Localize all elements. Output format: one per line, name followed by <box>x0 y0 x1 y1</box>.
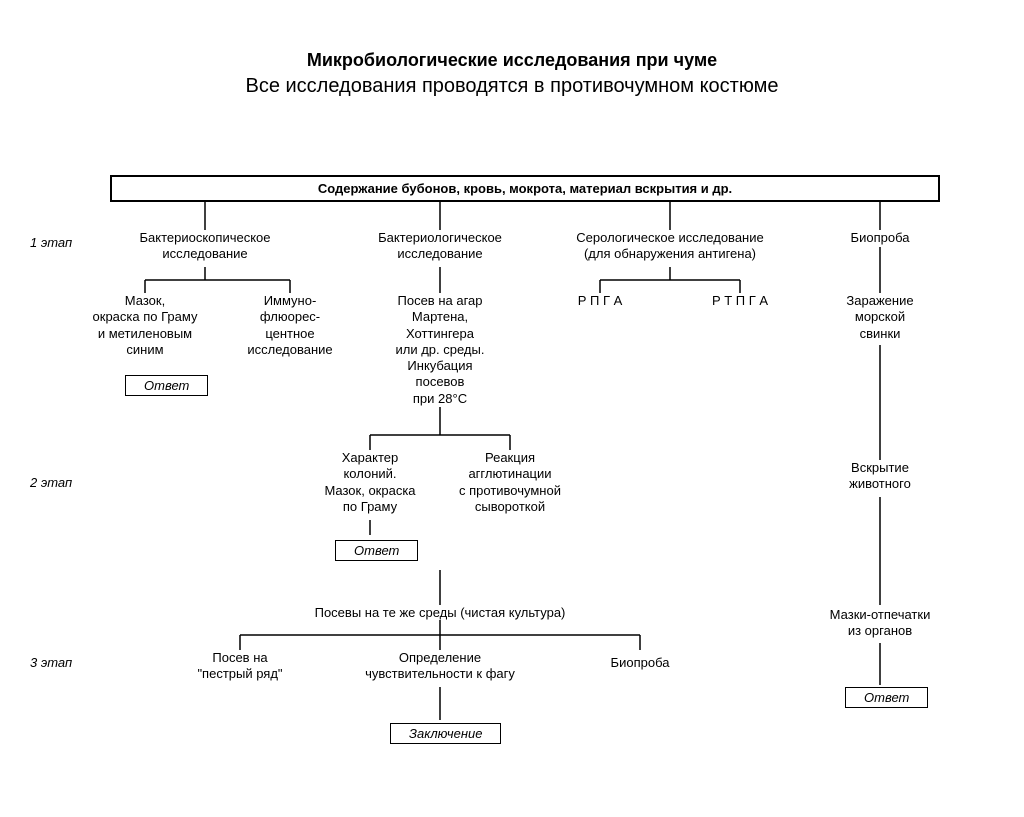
node-motley: Посев на"пестрый ряд" <box>180 650 300 683</box>
answer-1: Ответ <box>125 375 208 396</box>
stage-3-label: 3 этап <box>30 655 72 670</box>
page-subtitle: Все исследования проводятся в противочум… <box>0 75 1024 98</box>
flowchart: Содержание бубонов, кровь, мокрота, мате… <box>70 175 980 795</box>
conclusion-box: Заключение <box>390 723 501 744</box>
node-autopsy: Вскрытиеживотного <box>830 460 930 493</box>
stage-2-label: 2 этап <box>30 475 72 490</box>
answer-2: Ответ <box>335 540 418 561</box>
node-rtpga: Р Т П Г А <box>705 293 775 309</box>
node-phage: Определениечувствительности к фагу <box>355 650 525 683</box>
node-colony: Характерколоний.Мазок, окраскапо Граму <box>305 450 435 515</box>
node-serologic: Серологическое исследование(для обнаруже… <box>570 230 770 263</box>
answer-3: Ответ <box>845 687 928 708</box>
node-immunofluor: Иммуно-флюорес-центноеисследование <box>230 293 350 358</box>
node-smear-gram: Мазок,окраска по Грамуи метиленовымсиним <box>80 293 210 358</box>
node-rpga: Р П Г А <box>570 293 630 309</box>
node-agglut: Реакцияагглютинациис противочумнойсыворо… <box>450 450 570 515</box>
node-pure-culture: Посевы на те же среды (чистая культура) <box>290 605 590 621</box>
node-imprints: Мазки-отпечаткииз органов <box>815 607 945 640</box>
page-title: Микробиологические исследования при чуме <box>0 50 1024 71</box>
stage-1-label: 1 этап <box>30 235 72 250</box>
node-bacterioscopic: Бактериоскопическоеисследование <box>130 230 280 263</box>
node-martena: Посев на агарМартена,Хоттингераили др. с… <box>380 293 500 407</box>
header-box: Содержание бубонов, кровь, мокрота, мате… <box>110 175 940 202</box>
node-bioproba: Биопроба <box>840 230 920 246</box>
node-bioproba2: Биопроба <box>605 655 675 671</box>
node-bacteriologic: Бактериологическоеисследование <box>365 230 515 263</box>
node-guineapig: Заражениеморскойсвинки <box>830 293 930 342</box>
